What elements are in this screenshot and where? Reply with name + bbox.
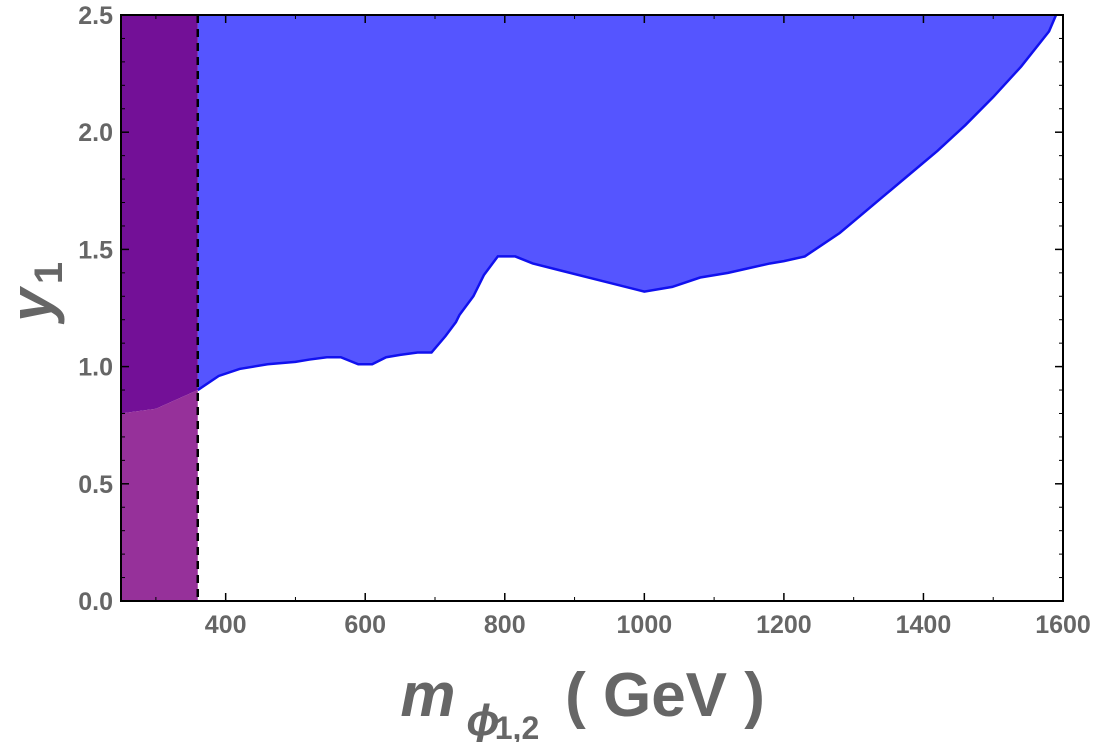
x-axis-label-unit: ( GeV ) [565,661,765,730]
plot-frame [120,14,1064,602]
x-tick-label-1000: 1000 [617,611,673,639]
x-axis-title: m ϕ 1,2 ( GeV ) [400,661,764,742]
x-axis-label-main: m [400,661,455,730]
y-tick-label-0.0: 0.0 [78,588,113,616]
y-tick-label-0.5: 0.5 [78,471,113,499]
excluded-region [197,15,1057,391]
exclusion-boundary-line [197,14,1058,392]
y-tick-label-2.0: 2.0 [78,119,113,147]
y-tick-label-2.5: 2.5 [78,2,113,30]
x-axis-label-subscript: 1,2 [495,710,539,742]
band-upper-region [121,15,198,414]
band-lower-region [121,390,198,601]
y-tick-label-1.0: 1.0 [78,354,113,382]
x-tick-label-1200: 1200 [756,611,812,639]
x-tick-label-1400: 1400 [896,611,952,639]
y-axis-label-subscript: 1 [27,262,71,284]
x-tick-label-600: 600 [344,611,386,639]
y-axis-label-main: y [0,286,65,325]
x-axis-label-phi: ϕ [466,696,499,742]
x-tick-label-800: 800 [484,611,526,639]
x-tick-label-1600: 1600 [1035,611,1091,639]
x-tick-label-400: 400 [205,611,247,639]
y-axis-title: y 1 [0,262,71,325]
y-tick-label-1.5: 1.5 [78,236,113,264]
